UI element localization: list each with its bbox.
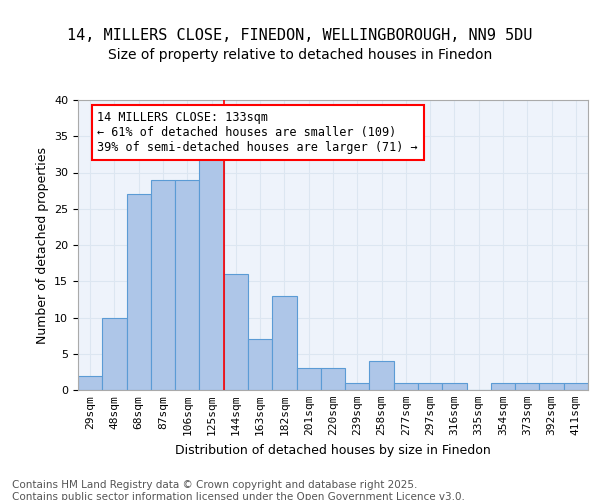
Bar (78, 376, 102, 390)
Bar (321, 368, 345, 390)
Text: 14, MILLERS CLOSE, FINEDON, WELLINGBOROUGH, NN9 5DU: 14, MILLERS CLOSE, FINEDON, WELLINGBOROU… (67, 28, 533, 42)
Bar (199, 158, 224, 390)
Text: 14 MILLERS CLOSE: 133sqm
← 61% of detached houses are smaller (109)
39% of semi-: 14 MILLERS CLOSE: 133sqm ← 61% of detach… (97, 111, 418, 154)
Bar (272, 296, 296, 390)
X-axis label: Distribution of detached houses by size in Finedon: Distribution of detached houses by size … (175, 444, 491, 456)
Bar (175, 180, 199, 390)
Bar (248, 339, 272, 390)
Bar (418, 383, 442, 390)
Bar (564, 383, 588, 390)
Bar (370, 361, 394, 390)
Bar (394, 383, 418, 390)
Bar (151, 180, 175, 390)
Bar (296, 368, 321, 390)
Y-axis label: Number of detached properties: Number of detached properties (35, 146, 49, 344)
Bar (442, 383, 467, 390)
Bar (491, 383, 515, 390)
Bar (515, 383, 539, 390)
Bar (224, 274, 248, 390)
Bar (127, 194, 151, 390)
Bar (345, 383, 370, 390)
Text: Contains HM Land Registry data © Crown copyright and database right 2025.
Contai: Contains HM Land Registry data © Crown c… (12, 480, 465, 500)
Bar (539, 383, 564, 390)
Bar (102, 318, 127, 390)
Text: Size of property relative to detached houses in Finedon: Size of property relative to detached ho… (108, 48, 492, 62)
